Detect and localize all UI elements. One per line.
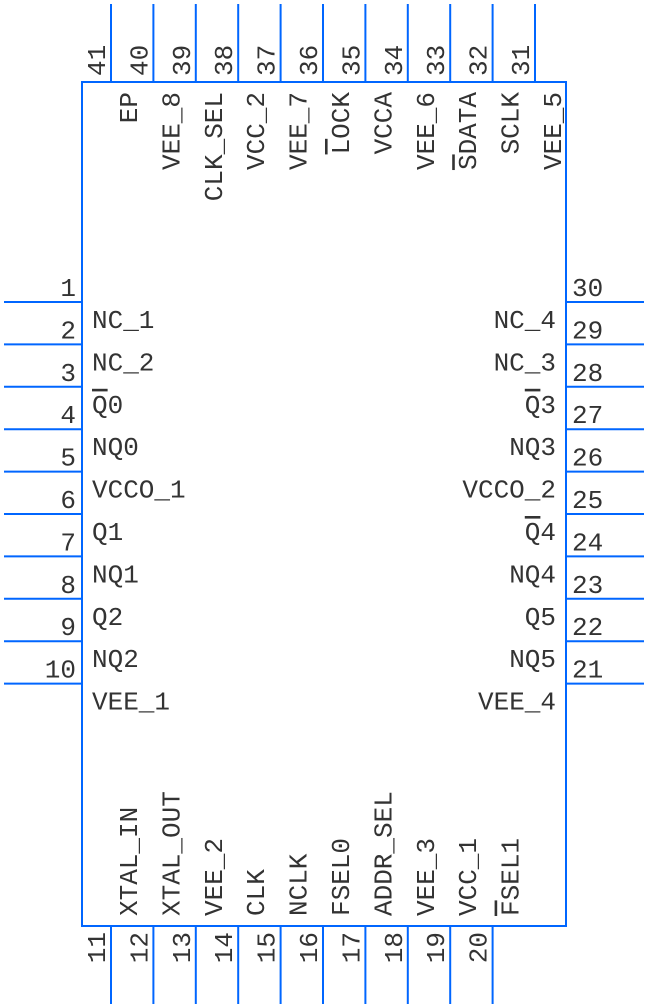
pin-label-17: ADDR_SEL: [369, 791, 399, 916]
pin-num-14: 14: [210, 932, 240, 963]
pin-num-11: 11: [83, 932, 113, 963]
pin-num-13: 13: [168, 932, 198, 963]
pin-num-22: 22: [572, 613, 603, 643]
pin-label-33: SDATA: [454, 92, 484, 170]
pin-num-9: 9: [60, 613, 76, 643]
pin-label-32: SCLK: [497, 92, 527, 155]
pin-num-6: 6: [60, 486, 76, 516]
pin-num-38: 38: [210, 45, 240, 76]
pin-label-15: NCLK: [285, 853, 315, 916]
pin-num-16: 16: [295, 932, 325, 963]
pin-label-24: NQ4: [509, 560, 556, 590]
pin-label-41: EP: [115, 92, 145, 123]
pin-label-5: VCCO_1: [92, 476, 186, 506]
pin-label-37: VEE_7: [285, 92, 315, 170]
pin-num-18: 18: [380, 932, 410, 963]
pin-label-9: NQ2: [92, 645, 139, 675]
pin-label-23: Q5: [525, 603, 556, 633]
pin-num-23: 23: [572, 571, 603, 601]
pin-num-17: 17: [337, 932, 367, 963]
pin-num-24: 24: [572, 528, 603, 558]
pin-num-30: 30: [572, 274, 603, 304]
pin-num-2: 2: [60, 316, 76, 346]
pin-label-40: VEE_8: [157, 92, 187, 170]
pin-label-39: CLK_SEL: [200, 92, 230, 201]
pin-label-6: Q1: [92, 518, 123, 548]
pin-label-35: VCCA: [369, 92, 399, 155]
pin-num-21: 21: [572, 656, 603, 686]
pin-num-4: 4: [60, 401, 76, 431]
pin-num-29: 29: [572, 316, 603, 346]
pin-label-34: VEE_6: [412, 92, 442, 170]
pin-num-41: 41: [83, 45, 113, 76]
pin-label-19: VCC_1: [454, 838, 484, 916]
pin-label-28: Q3: [525, 391, 556, 421]
pin-num-35: 35: [337, 45, 367, 76]
pin-num-32: 32: [465, 45, 495, 76]
pin-label-2: NC_2: [92, 348, 154, 378]
pin-label-27: NQ3: [509, 433, 556, 463]
pin-num-5: 5: [60, 444, 76, 474]
pin-num-20: 20: [465, 932, 495, 963]
pin-num-37: 37: [253, 45, 283, 76]
pin-label-14: CLK: [242, 869, 272, 916]
ic-pinout-diagram: 1 NC_1 2 NC_2 3 Q0 4 NQ0 5 VCCO_1 6 Q1 7 NQ1 8 Q2 9 NQ2 10…: [0, 0, 648, 1008]
pin-num-19: 19: [422, 932, 452, 963]
pin-num-39: 39: [168, 45, 198, 76]
pin-label-3: Q0: [92, 391, 123, 421]
pin-label-12: XTAL_OUT: [157, 791, 187, 916]
pin-label-16: FSEL0: [327, 838, 357, 916]
pin-num-28: 28: [572, 359, 603, 389]
pin-num-15: 15: [253, 932, 283, 963]
pin-label-22: NQ5: [509, 645, 556, 675]
pin-label-18: VEE_3: [412, 838, 442, 916]
pin-num-33: 33: [422, 45, 452, 76]
pin-num-10: 10: [45, 656, 76, 686]
pin-label-30: NC_4: [494, 306, 556, 336]
pin-label-25: Q4: [525, 518, 556, 548]
pin-num-25: 25: [572, 486, 603, 516]
pin-label-36: LOCK: [327, 92, 357, 155]
pin-num-40: 40: [125, 45, 155, 76]
pin-num-3: 3: [60, 359, 76, 389]
pin-num-34: 34: [380, 45, 410, 76]
pin-num-36: 36: [295, 45, 325, 76]
pin-label-13: VEE_2: [200, 838, 230, 916]
pin-label-10: VEE_1: [92, 688, 170, 718]
pin-num-12: 12: [125, 932, 155, 963]
pin-label-7: NQ1: [92, 560, 139, 590]
pin-label-38: VCC_2: [242, 92, 272, 170]
pin-num-8: 8: [60, 571, 76, 601]
pin-label-31: VEE_5: [539, 92, 569, 170]
pin-label-29: NC_3: [494, 348, 556, 378]
pin-num-31: 31: [507, 45, 537, 76]
pin-label-4: NQ0: [92, 433, 139, 463]
pin-num-27: 27: [572, 401, 603, 431]
pin-label-26: VCCO_2: [462, 476, 556, 506]
pin-label-11: XTAL_IN: [115, 807, 145, 916]
pin-num-26: 26: [572, 444, 603, 474]
pin-num-1: 1: [60, 274, 76, 304]
pin-label-8: Q2: [92, 603, 123, 633]
pin-label-1: NC_1: [92, 306, 154, 336]
pin-label-20: FSEL1: [497, 838, 527, 916]
pin-label-21: VEE_4: [478, 688, 556, 718]
pin-num-7: 7: [60, 528, 76, 558]
